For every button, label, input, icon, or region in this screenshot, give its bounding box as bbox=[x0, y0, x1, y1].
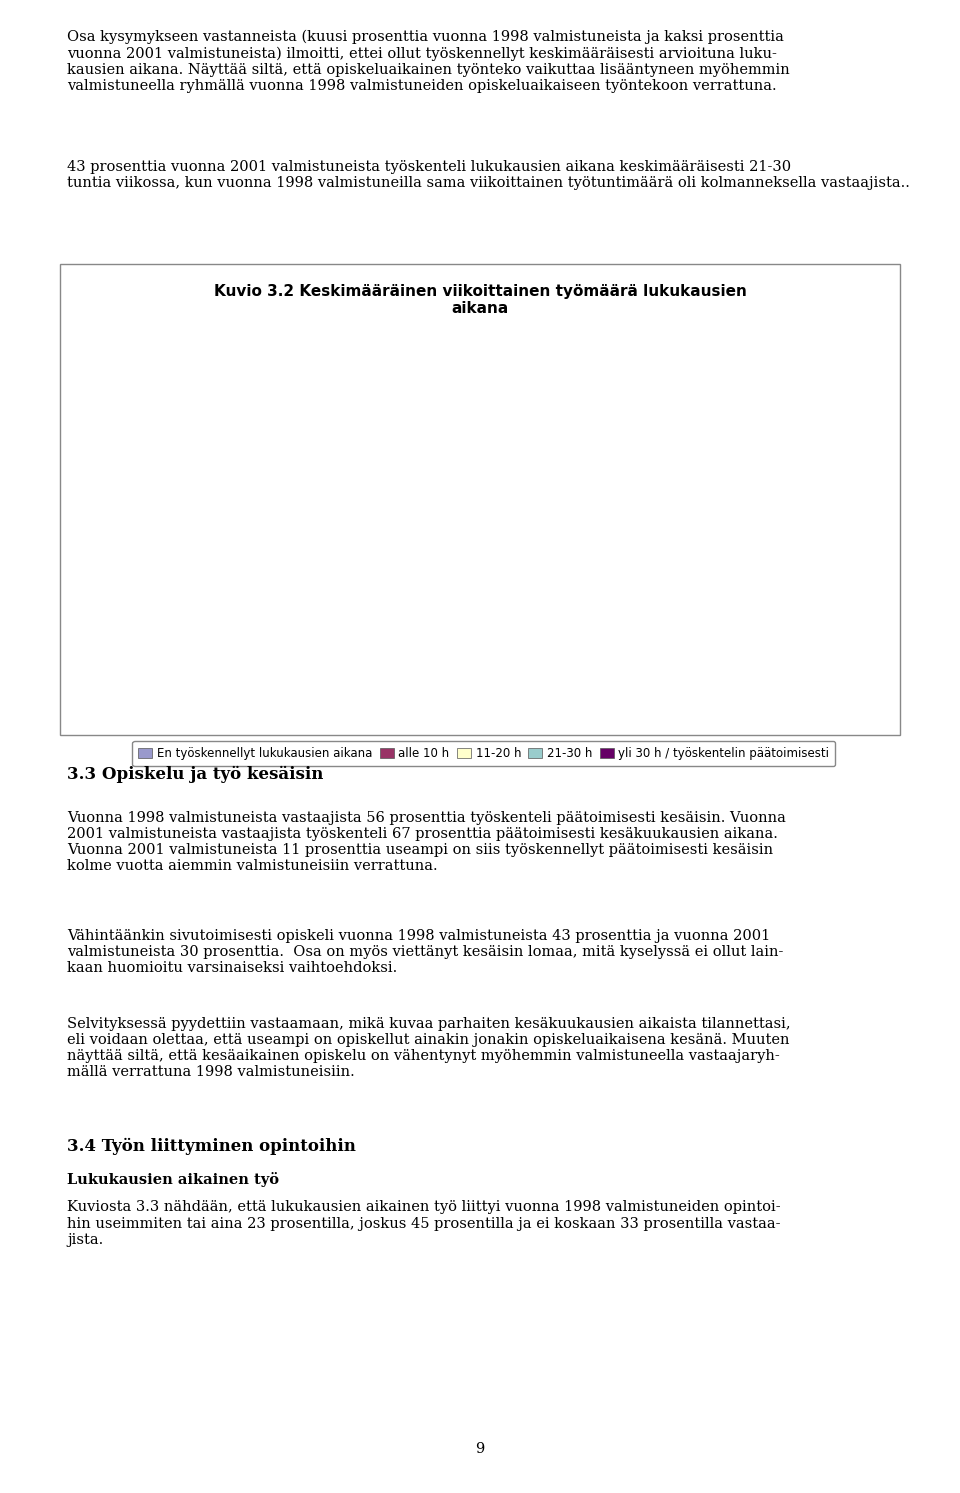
Bar bbox=[166, 608, 209, 642]
Text: 9: 9 bbox=[475, 1442, 485, 1456]
Text: Selvityksessä pyydettiin vastaamaan, mikä kuvaa parhaiten kesäkuukausien aikaist: Selvityksessä pyydettiin vastaamaan, mik… bbox=[67, 1017, 791, 1079]
Bar bbox=[315, 578, 358, 642]
Text: Osa kysymykseen vastanneista (kuusi prosenttia vuonna 1998 valmistuneista ja kak: Osa kysymykseen vastanneista (kuusi pros… bbox=[67, 30, 790, 94]
Bar bbox=[659, 391, 703, 642]
Text: 17: 17 bbox=[378, 527, 395, 539]
Text: 43 prosenttia vuonna 2001 valmistuneista työskenteli lukukausien aikana keskimää: 43 prosenttia vuonna 2001 valmistuneista… bbox=[67, 160, 910, 190]
Bar bbox=[216, 449, 259, 642]
Text: Vuonna 1998 valmistuneista vastaajista 56 prosenttia työskenteli päätoimisesti k: Vuonna 1998 valmistuneista vastaajista 5… bbox=[67, 811, 786, 873]
Text: 11: 11 bbox=[328, 561, 345, 575]
Bar bbox=[708, 555, 752, 642]
Text: Lukukausien aikainen työ: Lukukausien aikainen työ bbox=[67, 1172, 279, 1187]
Text: 3.3 Opiskelu ja työ kesäisin: 3.3 Opiskelu ja työ kesäisin bbox=[67, 766, 324, 782]
Bar bbox=[758, 555, 802, 642]
Text: 24: 24 bbox=[623, 485, 639, 499]
Bar bbox=[365, 543, 408, 642]
Text: Kuvio 3.2 Keskimääräinen viikoittainen työmäärä lukukausien
aikana: Kuvio 3.2 Keskimääräinen viikoittainen t… bbox=[213, 284, 747, 317]
Text: Vähintäänkin sivutoimisesti opiskeli vuonna 1998 valmistuneista 43 prosenttia ja: Vähintäänkin sivutoimisesti opiskeli vuo… bbox=[67, 929, 783, 975]
Text: 6: 6 bbox=[184, 591, 192, 603]
Text: 43: 43 bbox=[673, 375, 688, 388]
Bar bbox=[265, 443, 309, 642]
Bar bbox=[560, 630, 603, 642]
Bar bbox=[610, 502, 653, 642]
Text: 15: 15 bbox=[772, 537, 788, 551]
Text: Kuviosta 3.3 nähdään, että lukukausien aikainen työ liittyi vuonna 1998 valmistu: Kuviosta 3.3 nähdään, että lukukausien a… bbox=[67, 1200, 780, 1247]
Text: 34: 34 bbox=[279, 427, 295, 440]
Text: 15: 15 bbox=[722, 537, 738, 551]
Text: 3.4 Työn liittyminen opintoihin: 3.4 Työn liittyminen opintoihin bbox=[67, 1138, 356, 1154]
Legend: En työskennellyt lukukausien aikana, alle 10 h, 11-20 h, 21-30 h, yli 30 h / työ: En työskennellyt lukukausien aikana, all… bbox=[132, 741, 835, 766]
Text: 2: 2 bbox=[578, 614, 586, 627]
Text: 33: 33 bbox=[229, 433, 246, 446]
